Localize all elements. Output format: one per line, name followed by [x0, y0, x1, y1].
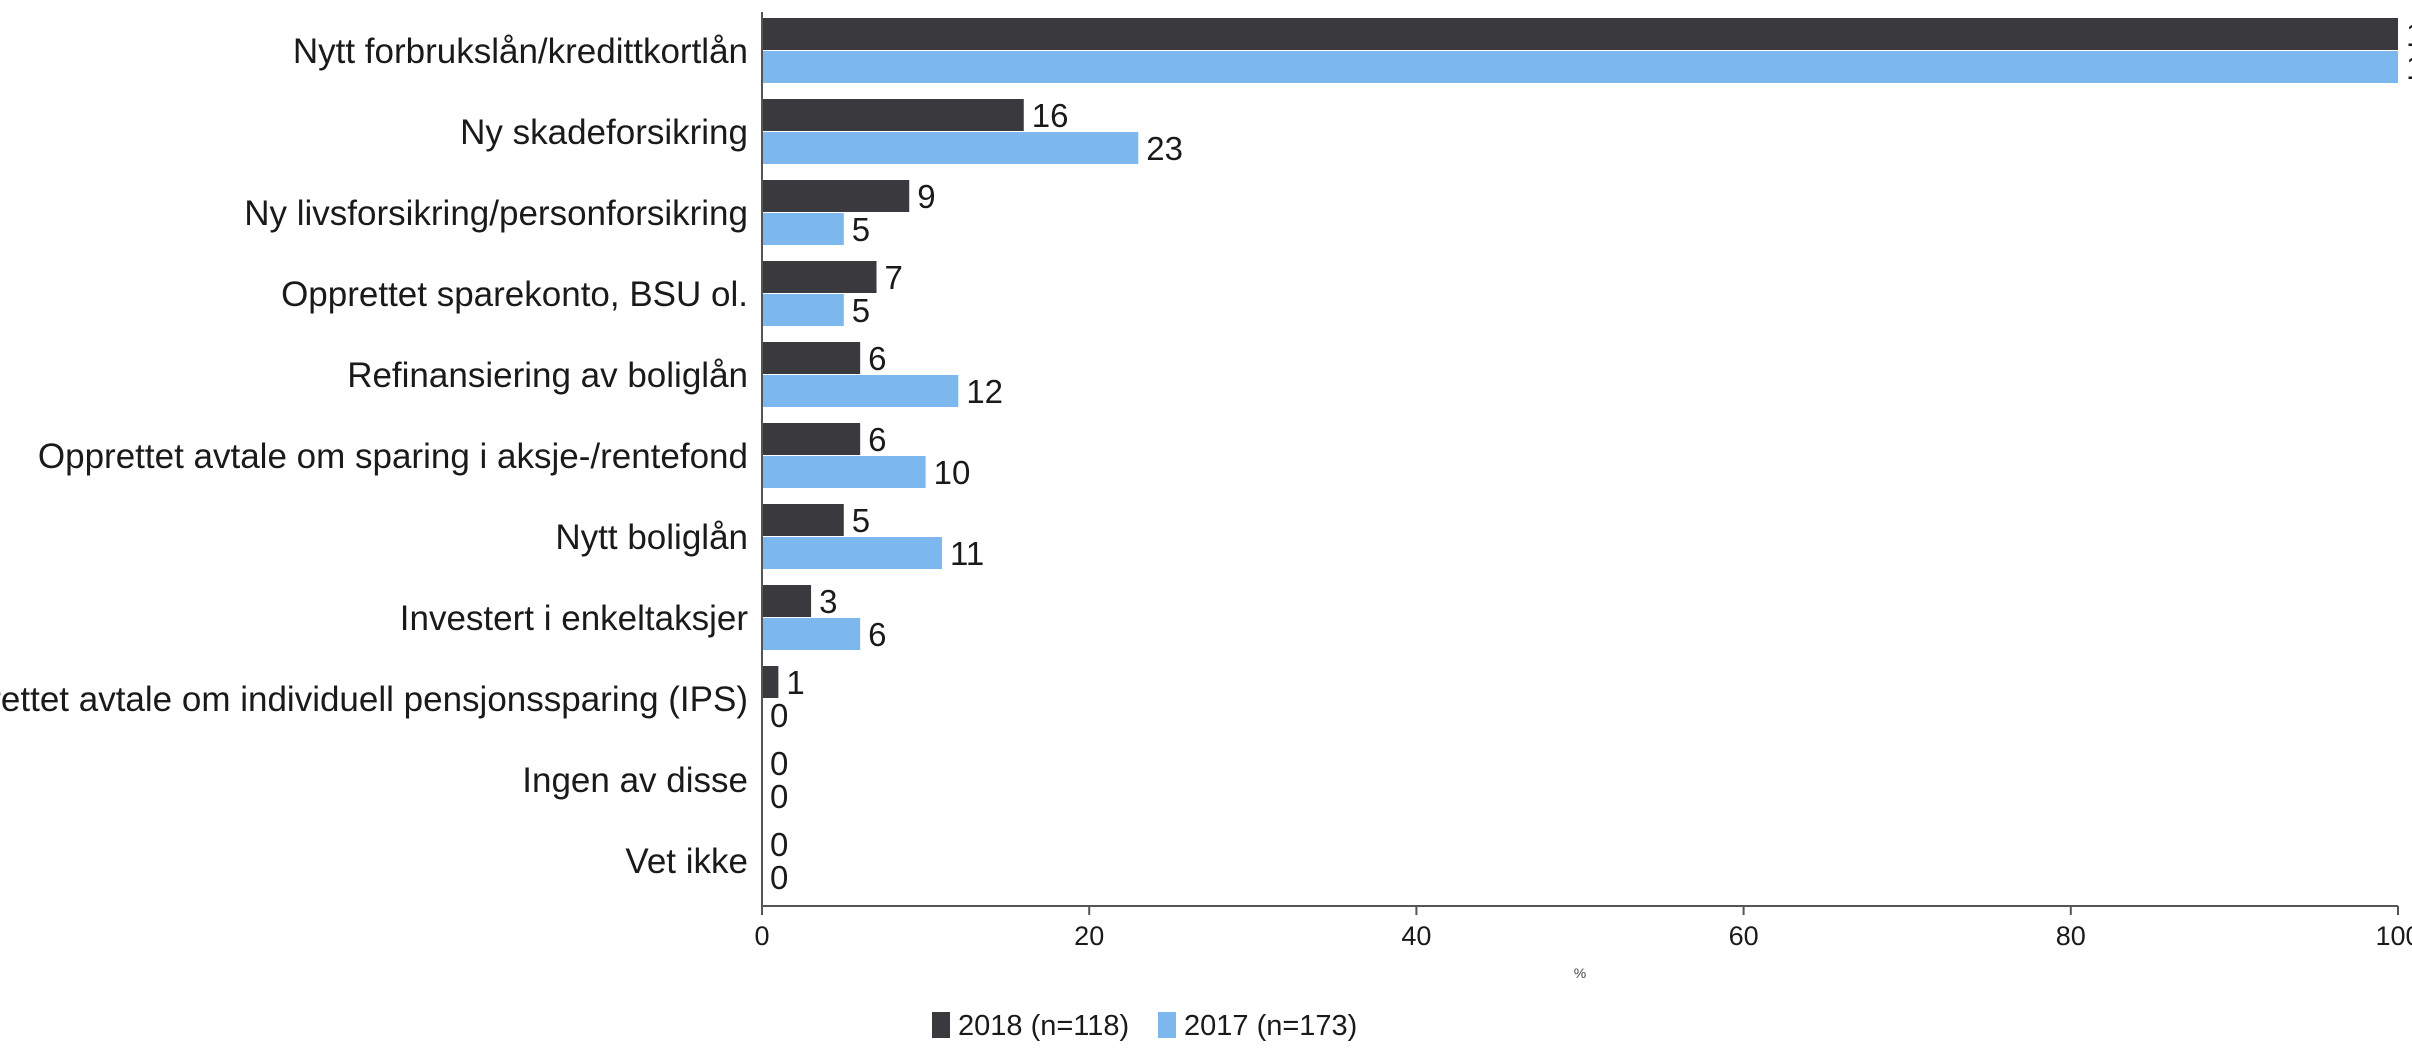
- category-label: Nytt boliglån: [555, 518, 748, 557]
- bar-series-2: [762, 132, 1139, 164]
- data-label: 9: [917, 178, 935, 215]
- bar-series-1: [762, 423, 861, 455]
- data-label: 7: [885, 259, 903, 296]
- data-label: 16: [1032, 97, 1069, 134]
- data-label: 6: [868, 421, 886, 458]
- data-label: 11: [950, 535, 984, 572]
- data-label: 5: [852, 502, 870, 539]
- legend-swatch: [932, 1012, 950, 1038]
- x-axis-label: %: [1574, 965, 1586, 981]
- bar-series-2: [762, 213, 844, 245]
- bar-series-1: [762, 18, 2398, 50]
- legend: 2018 (n=118) 2017 (n=173): [932, 1010, 1357, 1042]
- bar-series-1: [762, 504, 844, 536]
- data-label: 1: [786, 664, 804, 701]
- x-tick-label: 100: [2375, 921, 2412, 951]
- bar-series-1: [762, 261, 877, 293]
- category-label: Investert i enkeltaksjer: [400, 599, 749, 638]
- bar-series-2: [762, 375, 959, 407]
- data-label: 0: [770, 778, 788, 815]
- data-label: 0: [770, 745, 788, 782]
- legend-label: 2018 (n=118): [958, 1010, 1129, 1042]
- category-label: Ny livsforsikring/personforsikring: [244, 194, 748, 233]
- bar-series-1: [762, 585, 812, 617]
- value-labels: 1001001623957561261051136100000: [770, 16, 2412, 896]
- data-label: 100: [2406, 49, 2412, 86]
- category-label: Ny skadeforsikring: [460, 113, 748, 152]
- data-label: 100: [2406, 16, 2412, 53]
- x-tick-label: 0: [754, 921, 769, 951]
- x-tick-label: 80: [2056, 921, 2086, 951]
- category-label: Opprettet avtale om individuell pensjons…: [0, 680, 748, 719]
- category-label: Ingen av disse: [522, 761, 748, 800]
- bar-series-1: [762, 342, 861, 374]
- data-label: 10: [934, 454, 971, 491]
- category-label: Opprettet avtale om sparing i aksje-/ren…: [38, 437, 748, 476]
- data-label: 0: [770, 859, 788, 896]
- bar-series-1: [762, 666, 779, 698]
- legend-swatch: [1158, 1012, 1176, 1038]
- bar-series-1: [762, 180, 910, 212]
- data-label: 5: [852, 211, 870, 248]
- category-label: Refinansiering av boliglån: [347, 356, 748, 395]
- bar-series-2: [762, 51, 2398, 83]
- data-label: 3: [819, 583, 837, 620]
- bar-series-2: [762, 294, 844, 326]
- data-label: 5: [852, 292, 870, 329]
- data-label: 0: [770, 826, 788, 863]
- category-label: Opprettet sparekonto, BSU ol.: [281, 275, 748, 314]
- data-label: 6: [868, 616, 886, 653]
- data-label: 0: [770, 697, 788, 734]
- legend-label: 2017 (n=173): [1184, 1010, 1357, 1042]
- bar-series-1: [762, 99, 1024, 131]
- category-labels: Nytt forbrukslån/kredittkortlån Ny skadef…: [0, 32, 748, 881]
- bar-series-2: [762, 456, 926, 488]
- axes: 020406080100%: [754, 12, 2412, 981]
- bar-series-2: [762, 537, 942, 569]
- data-label: 6: [868, 340, 886, 377]
- x-tick-label: 20: [1074, 921, 1104, 951]
- bars-group: [762, 18, 2398, 698]
- x-tick-label: 40: [1401, 921, 1431, 951]
- data-label: 23: [1146, 130, 1183, 167]
- x-tick-label: 60: [1729, 921, 1759, 951]
- bar-series-2: [762, 618, 861, 650]
- data-label: 12: [966, 373, 1003, 410]
- category-label: Vet ikke: [625, 842, 748, 881]
- category-label: Nytt forbrukslån/kredittkortlån: [293, 32, 748, 71]
